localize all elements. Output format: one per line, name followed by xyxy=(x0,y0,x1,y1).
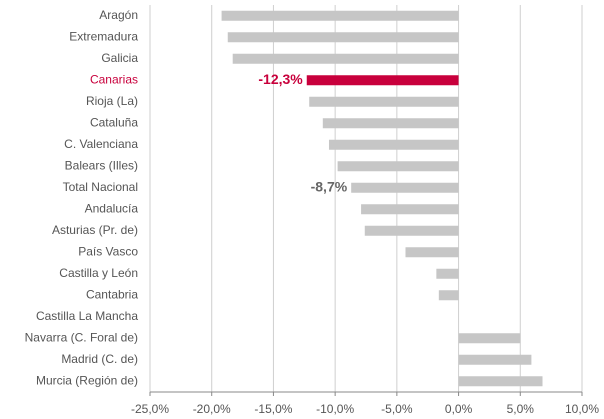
bar xyxy=(306,75,459,86)
x-tick-label: 10,0% xyxy=(565,402,599,416)
y-tick-label: Aragón xyxy=(99,8,138,22)
bar xyxy=(309,96,459,107)
x-tick-label: -15,0% xyxy=(254,402,292,416)
y-tick-label: Extremadura xyxy=(69,29,138,43)
y-tick-label: Castilla La Mancha xyxy=(36,309,138,323)
bar xyxy=(458,354,532,365)
bar xyxy=(361,204,459,215)
y-tick-label: Castilla y León xyxy=(59,266,138,280)
x-tick-label: 0,0% xyxy=(445,402,473,416)
bar xyxy=(438,290,459,301)
y-tick-label: Total Nacional xyxy=(63,180,138,194)
x-tick-label: 5,0% xyxy=(507,402,535,416)
bar xyxy=(221,10,459,21)
bar xyxy=(458,333,521,344)
x-tick-label: -20,0% xyxy=(193,402,231,416)
x-tick-label: -10,0% xyxy=(316,402,354,416)
bar xyxy=(337,161,459,172)
bar xyxy=(322,118,459,129)
y-tick-label: Cantabria xyxy=(86,287,138,301)
y-tick-label: Asturias (Pr. de) xyxy=(52,223,138,237)
bar xyxy=(364,225,459,236)
y-tick-label: Balears (Illes) xyxy=(65,158,138,172)
bar xyxy=(328,139,459,150)
y-tick-label: Cataluña xyxy=(90,115,138,129)
bar xyxy=(436,268,459,279)
bar xyxy=(458,376,543,387)
y-tick-label: C. Valenciana xyxy=(64,137,138,151)
y-tick-label: Murcia (Región de) xyxy=(36,373,138,387)
y-tick-label: Andalucía xyxy=(85,201,139,215)
bar xyxy=(227,32,459,43)
x-tick-label: -5,0% xyxy=(381,402,413,416)
y-tick-label: Galicia xyxy=(101,51,138,65)
y-tick-label: Rioja (La) xyxy=(86,94,138,108)
y-tick-label: País Vasco xyxy=(78,244,138,258)
y-tick-label: Madrid (C. de) xyxy=(61,352,138,366)
bar xyxy=(232,53,459,64)
y-tick-label: Canarias xyxy=(90,72,138,86)
y-tick-label: Navarra (C. Foral de) xyxy=(25,330,138,344)
bar xyxy=(351,182,459,193)
bar xyxy=(405,247,459,258)
value-label: -12,3% xyxy=(258,71,303,87)
value-label: -8,7% xyxy=(311,178,348,194)
x-tick-label: -25,0% xyxy=(131,402,169,416)
